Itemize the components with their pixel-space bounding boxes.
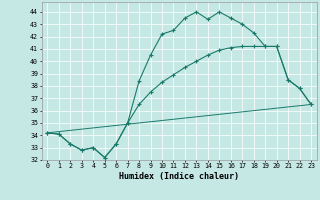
X-axis label: Humidex (Indice chaleur): Humidex (Indice chaleur) xyxy=(119,172,239,181)
